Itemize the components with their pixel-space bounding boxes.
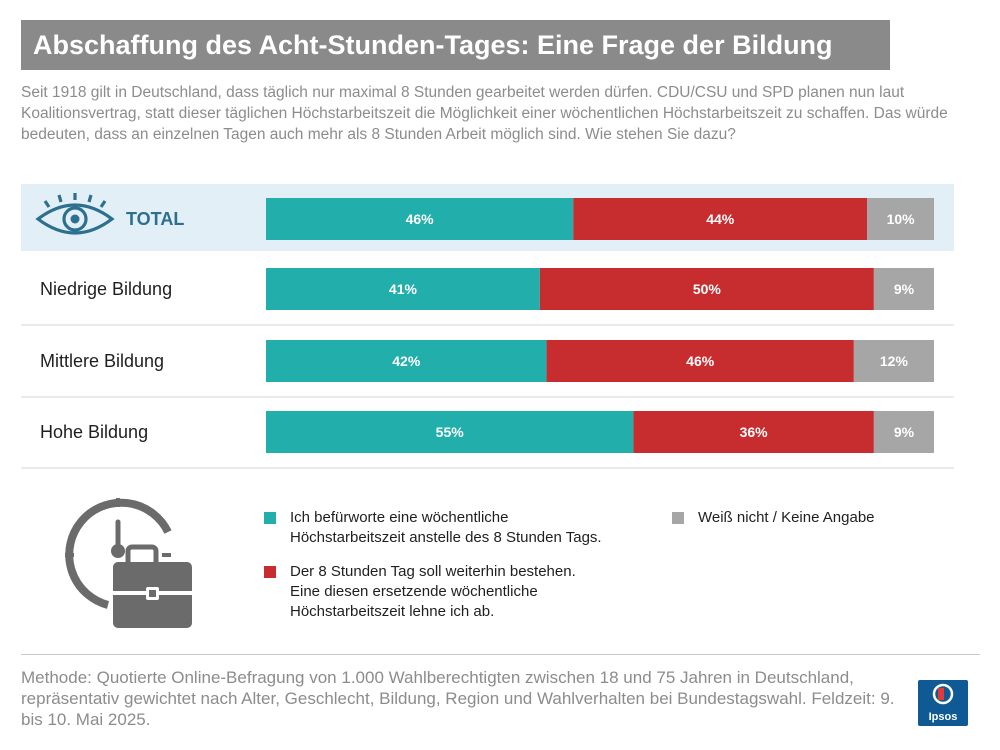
data-label: 55% [436,424,465,440]
bar-value-labels: 46% 44% 10% 41% 50% 9% 42% 46% 12% 55% 36% 9% [389,211,915,440]
data-label: 46% [686,353,715,369]
segment-bestehen [546,340,854,382]
stacked-bar-chart: TOTAL Niedrige Bildung Mittlere Bildung Hoh… [21,184,954,628]
ipsos-logo: Ipsos [918,680,968,726]
segment-befuerworte [266,340,547,382]
chart-subtitle: Seit 1918 gilt in Deutschland, dass tägl… [21,84,948,143]
data-label: 46% [406,211,435,227]
row-separators [21,324,954,469]
segment-bestehen [539,268,874,310]
data-label: 41% [389,281,418,297]
bar-segments [266,198,934,453]
segment-bestehen [573,198,868,240]
segment-weiss-nicht [873,411,934,453]
category-label-total: TOTAL [126,209,184,229]
methodology-note: Methode: Quotierte Online-Befragung von … [21,668,895,729]
category-label: Mittlere Bildung [40,351,164,371]
segment-weiss-nicht [867,198,934,240]
segment-befuerworte [266,268,540,310]
segment-weiss-nicht [873,268,934,310]
data-label: 9% [894,424,915,440]
clock-briefcase-icon [65,498,192,628]
ipsos-logo-text: Ipsos [928,711,958,723]
legend-label-weiss-nicht: Weiß nicht / Keine Angabe [698,509,875,526]
category-label: Niedrige Bildung [40,279,172,299]
segment-befuerworte [266,198,574,240]
legend-label-bestehen: Der 8 Stunden Tag soll weiterhin bestehe… [290,563,576,620]
segment-befuerworte [266,411,634,453]
category-label: Hohe Bildung [40,422,148,442]
data-label: 9% [894,281,915,297]
eye-icon [35,193,115,235]
category-labels: TOTAL Niedrige Bildung Mittlere Bildung Hoh… [40,209,184,442]
data-label: 42% [392,353,421,369]
data-label: 36% [740,424,769,440]
legend-label-befuerworte: Ich befürworte eine wöchentliche Höchsta… [290,509,602,546]
footer-divider [21,654,980,655]
data-label: 10% [887,211,916,227]
legend-swatch-weiss-nicht [672,512,684,524]
data-label: 12% [880,353,909,369]
data-label: 50% [693,281,722,297]
legend-swatch-bestehen [264,566,276,578]
legend-swatch-befuerworte [264,512,276,524]
chart-title: Abschaffung des Acht-Stunden-Tages: Eine… [21,20,890,70]
ipsos-logo-mark [932,683,954,705]
data-label: 44% [706,211,735,227]
segment-weiss-nicht [853,340,934,382]
segment-bestehen [633,411,874,453]
